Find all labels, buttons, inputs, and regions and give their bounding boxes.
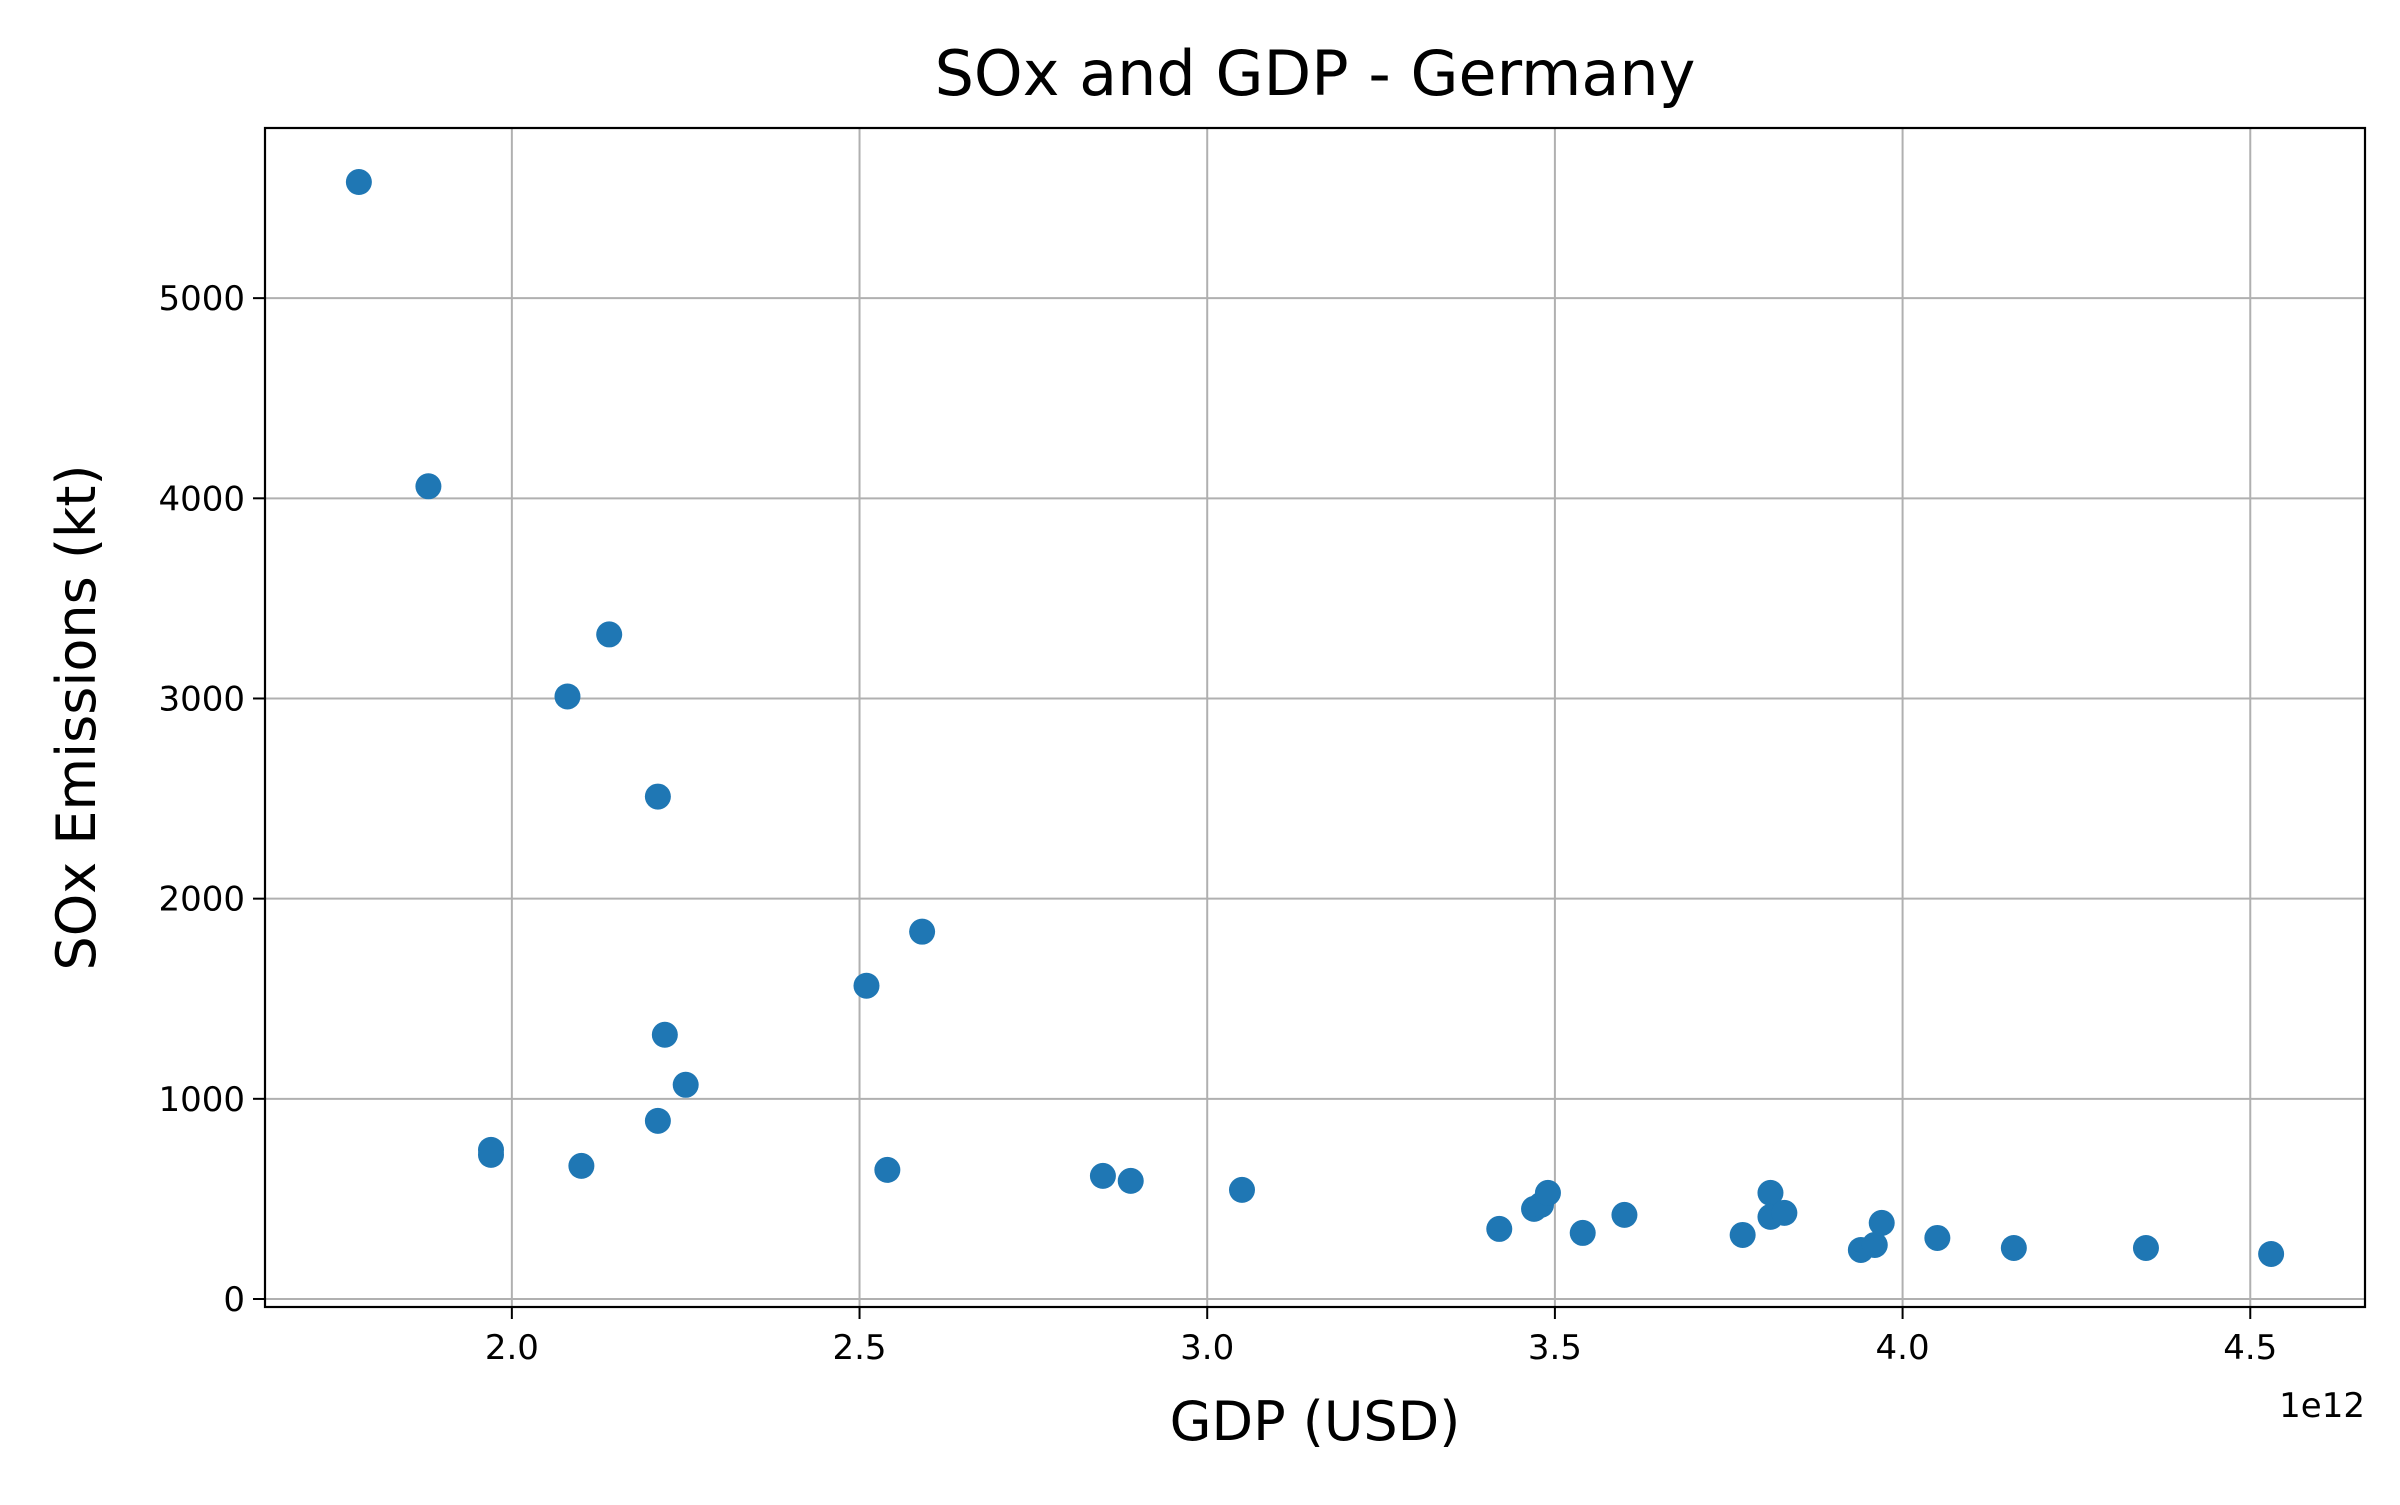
data-point [1117, 1167, 1144, 1194]
data-point [874, 1156, 901, 1183]
plot-frame [263, 126, 2367, 1309]
data-point [909, 918, 936, 945]
data-point [853, 972, 880, 999]
data-point [1611, 1201, 1638, 1228]
y-tick-label: 2000 [158, 880, 245, 920]
y-tick-label: 3000 [158, 679, 245, 719]
y-tick-label: 1000 [158, 1080, 245, 1120]
data-point [1868, 1209, 1895, 1236]
x-axis-offset-label: 1e12 [2279, 1386, 2365, 1426]
data-point [415, 473, 442, 500]
y-tick-label: 0 [223, 1280, 245, 1320]
x-tick-label: 4.0 [1876, 1328, 1930, 1368]
x-tick-label: 3.5 [1528, 1328, 1582, 1368]
data-point [1771, 1199, 1798, 1226]
data-point [345, 169, 372, 196]
chart-title: SOx and GDP - Germany [935, 37, 1696, 110]
x-tick-label: 4.5 [2223, 1328, 2277, 1368]
data-point [1569, 1219, 1596, 1246]
data-point [1534, 1179, 1561, 1206]
data-point [651, 1021, 678, 1048]
grid [265, 128, 2365, 1307]
data-point [596, 621, 623, 648]
x-tick-label: 2.5 [832, 1328, 886, 1368]
data-point [1861, 1231, 1888, 1258]
data-point [644, 1107, 671, 1134]
y-axis-label: SOx Emissions (kt) [45, 464, 108, 970]
x-axis-label: GDP (USD) [1170, 1390, 1461, 1453]
x-tick-label: 3.0 [1180, 1328, 1234, 1368]
data-points [345, 169, 2285, 1267]
data-point [2258, 1240, 2285, 1267]
data-point [2132, 1234, 2159, 1261]
data-point [1486, 1215, 1513, 1242]
data-point [1757, 1179, 1784, 1206]
data-point [1228, 1176, 1255, 1203]
data-point [477, 1136, 504, 1163]
data-point [1729, 1221, 1756, 1248]
data-point [2000, 1234, 2027, 1261]
y-tick-label: 5000 [158, 279, 245, 319]
data-point [1089, 1162, 1116, 1189]
data-point [554, 683, 581, 710]
y-tick-label: 4000 [158, 479, 245, 519]
axis-ticks: 2.0 2.5 3.0 3.5 4.0 4.5 0 1000 2000 3000 4000 5000 [158, 279, 2277, 1368]
data-point [672, 1071, 699, 1098]
data-point [644, 783, 671, 810]
data-point [568, 1152, 595, 1179]
data-point [1924, 1224, 1951, 1251]
x-tick-label: 2.0 [485, 1328, 539, 1368]
